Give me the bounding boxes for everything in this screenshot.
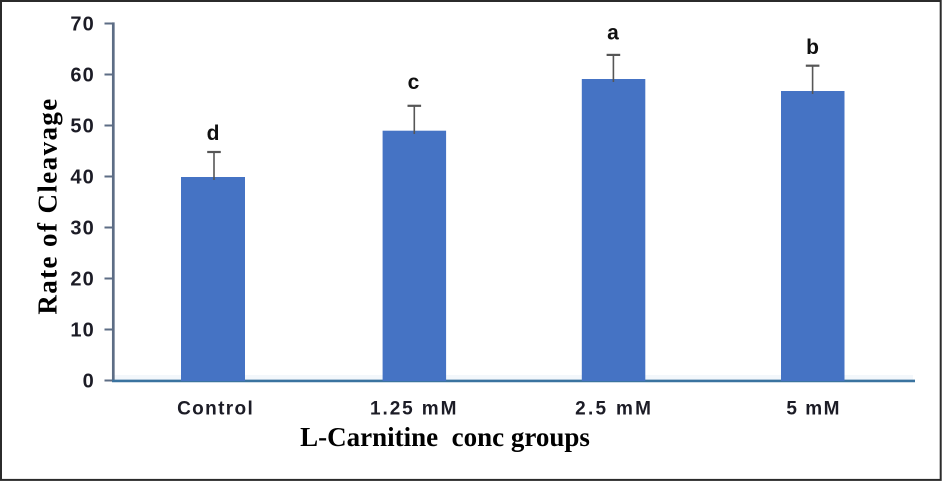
svg-text:L-Carnitine conc groups: L-Carnitine conc groups bbox=[300, 422, 590, 452]
svg-text:10: 10 bbox=[70, 320, 95, 342]
svg-text:c: c bbox=[408, 71, 420, 94]
svg-text:0: 0 bbox=[83, 371, 95, 393]
svg-text:60: 60 bbox=[70, 65, 95, 87]
svg-text:40: 40 bbox=[70, 167, 95, 189]
svg-text:50: 50 bbox=[70, 116, 95, 138]
svg-text:a: a bbox=[607, 22, 619, 45]
svg-text:Rate of Cleavage: Rate of Cleavage bbox=[33, 97, 63, 314]
svg-text:20: 20 bbox=[70, 269, 95, 291]
svg-text:1.25 mM: 1.25 mM bbox=[370, 398, 458, 419]
svg-text:d: d bbox=[207, 122, 220, 145]
svg-text:70: 70 bbox=[70, 14, 95, 36]
svg-text:30: 30 bbox=[70, 218, 95, 240]
svg-text:Control: Control bbox=[177, 398, 254, 419]
svg-text:5 mM: 5 mM bbox=[786, 398, 841, 419]
svg-text:b: b bbox=[806, 36, 819, 59]
svg-text:2.5 mM: 2.5 mM bbox=[575, 398, 653, 419]
